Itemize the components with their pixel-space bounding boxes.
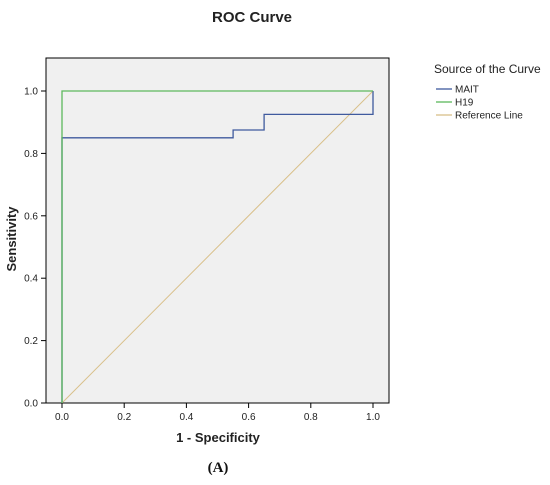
x-axis: 0.0 0.2 0.4 0.6 0.8 1.0 [55,403,380,423]
legend-label-mait: MAIT [455,85,479,96]
y-axis-label: Sensitivity [4,206,19,272]
y-axis: 0.0 0.2 0.4 0.6 0.8 1.0 [24,87,46,410]
series-line-mait [61,91,374,403]
plot-area [45,57,390,404]
x-tick-label: 0.6 [242,412,256,423]
y-tick-label: 0.0 [24,399,38,410]
y-tick-label: 0.2 [24,336,38,347]
figure-caption: (A) [208,460,229,476]
legend-label-reference-line: Reference Line [455,111,523,122]
y-tick-label: 1.0 [24,87,38,98]
legend-items: MAIT H19 Reference Line [436,85,523,122]
series-line-reference-line [61,90,374,404]
y-tick-label: 0.4 [24,274,38,285]
chart-title: ROC Curve [212,9,292,26]
x-tick-label: 1.0 [366,412,380,423]
series-layer [61,90,374,404]
legend-label-h19: H19 [455,98,474,109]
x-tick-label: 0.4 [179,412,193,423]
x-tick-label: 0.8 [304,412,318,423]
y-tick-label: 0.6 [24,211,38,222]
x-axis-label: 1 - Specificity [176,430,261,445]
series-line-h19 [61,90,373,403]
x-tick-label: 0.0 [55,412,69,423]
legend: Source of the Curve MAIT H19 Reference Lin… [434,62,541,122]
y-tick-label: 0.8 [24,149,38,160]
legend-title: Source of the Curve [434,62,541,76]
x-tick-label: 0.2 [117,412,131,423]
